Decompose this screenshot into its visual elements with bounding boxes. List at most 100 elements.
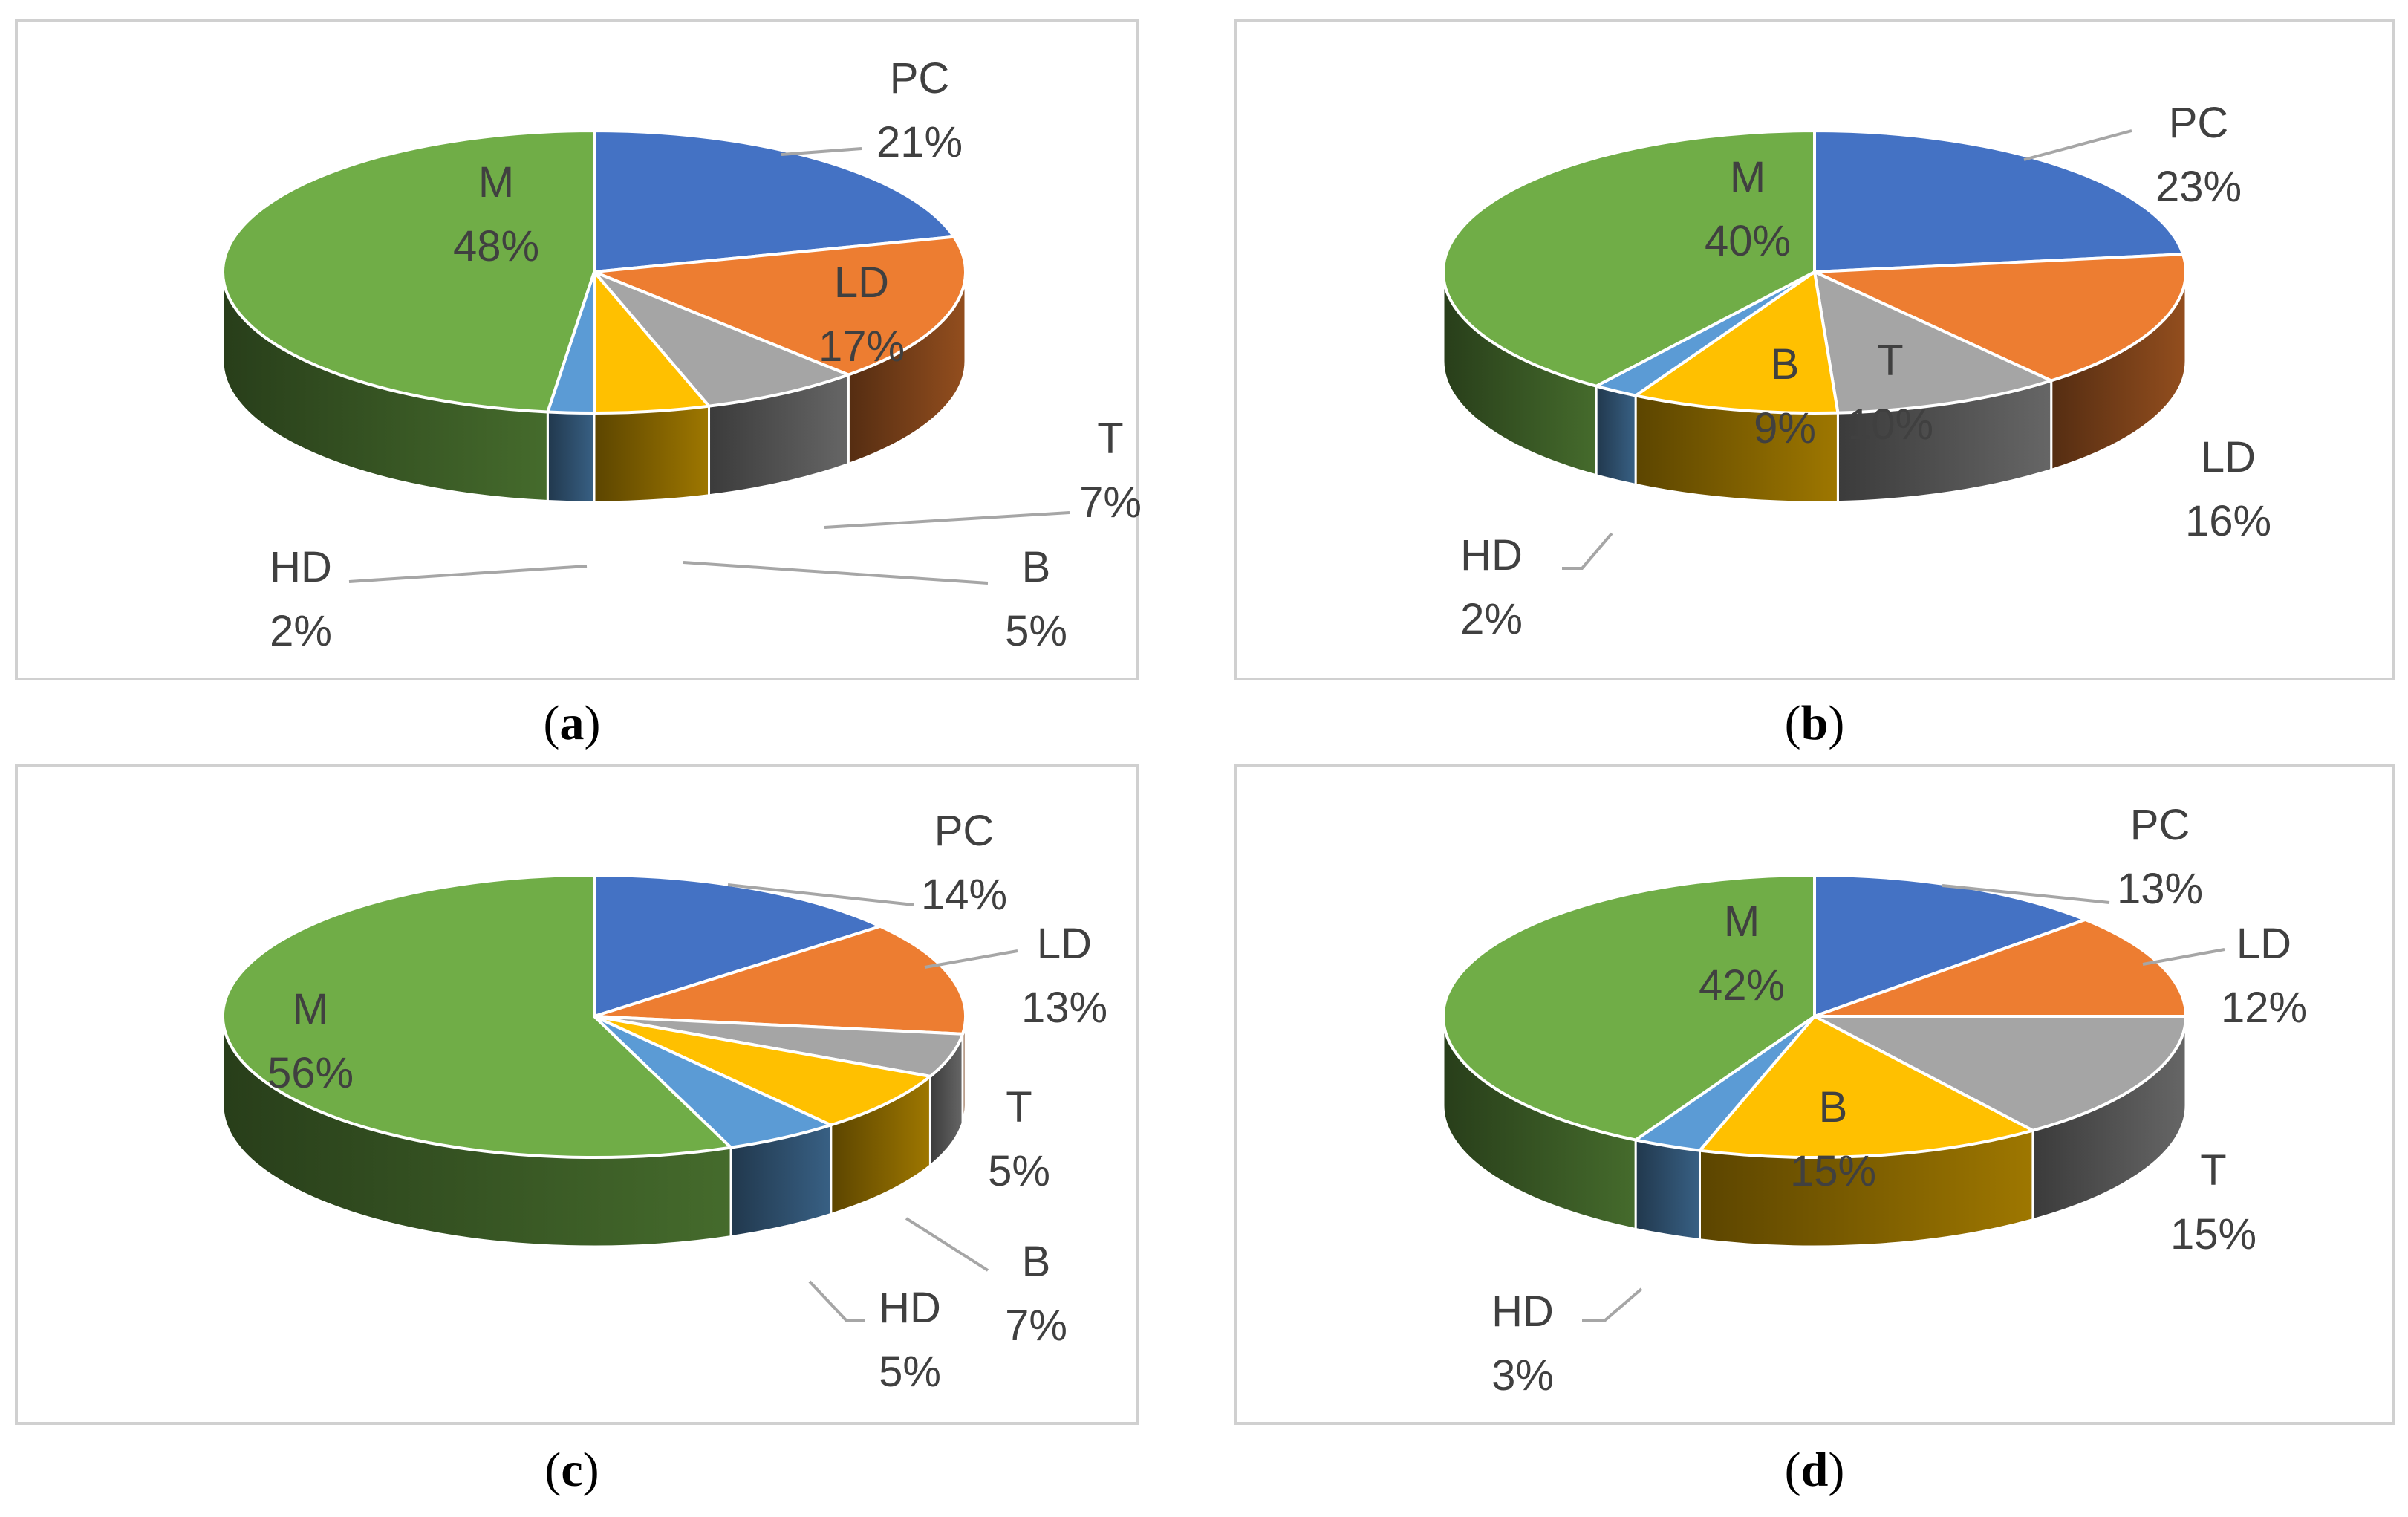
panel-caption: (b) [1785,696,1845,750]
slice-label-category: PC [2169,99,2229,147]
slice-ld [593,235,967,377]
slice-b [593,1015,932,1127]
slice-label-category: M [293,985,328,1033]
slice-label-category: LD [2236,920,2291,968]
slice-hd [593,1015,833,1149]
slice-label-percent: 9% [1754,404,1816,452]
slice-label-category: LD [834,259,889,307]
pie-chart-c: PC 14% LD 13% T 5% B 7% HD 5% M 56% (c) [15,764,1139,1497]
slice-m [221,129,596,414]
leader-line [1562,532,1613,570]
slice-label-percent: 17% [819,322,905,371]
slice-label-category: LD [1037,920,1092,968]
slice-label-category: HD [1491,1287,1554,1336]
panel-caption: (a) [544,696,601,750]
slice-label-category: B [1022,543,1051,591]
slice-b [1634,270,1840,415]
panel-caption: (c) [544,1443,599,1497]
slice-label-percent: 15% [1790,1147,1876,1195]
slice-ld [1813,253,2187,383]
slice-label-category: M [478,158,514,207]
slice-label-percent: 42% [1699,961,1785,1010]
slice-label-percent: 2% [1460,595,1523,643]
pie-chart-b: PC 23% LD 16% T 10% B 9% HD 2% M 40% (b) [1234,19,2395,750]
slice-label-category: PC [934,807,995,855]
leader-line [808,1280,865,1322]
slice-label-percent: 2% [270,607,332,655]
slice-b [1698,1015,2034,1159]
pie-top-faces [1442,874,2187,1159]
slice-labels: PC 14% LD 13% T 5% B 7% HD 5% M 56% [267,807,1107,1396]
panel-letter: a [560,696,585,750]
slice-t [1813,270,2053,415]
slice-label-percent: 14% [921,871,1007,919]
slice-m [1442,129,1816,388]
slice-label-percent: 5% [1005,607,1067,655]
slice-label-percent: 23% [2155,163,2242,211]
slice-label-percent: 15% [2170,1210,2256,1258]
leader-line [781,147,862,156]
panel-letter: b [1801,696,1829,750]
slice-label-percent: 3% [1491,1351,1554,1400]
leader-line [2142,948,2225,966]
slice-label-percent: 5% [988,1147,1050,1195]
leader-line [727,883,914,906]
pie-side-walls [1442,1015,2187,1248]
slice-label-percent: 48% [453,222,539,270]
side-hd [1595,385,1637,486]
slice-label-category: LD [2201,433,2256,481]
slice-label-percent: 7% [1079,478,1142,527]
slice-pc [1813,129,2185,273]
panel-caption: (d) [1785,1443,1845,1497]
slice-label-category: M [1724,897,1760,946]
leader-line [1582,1287,1643,1322]
slice-label-category: B [1771,340,1800,389]
slice-m [1442,874,1816,1142]
slice-b [593,270,711,415]
slice-ld [593,924,967,1036]
side-hd [1634,1139,1701,1241]
slice-label-category: B [1819,1083,1848,1131]
slice-label-category: HD [270,543,332,591]
slice-label-category: T [2200,1146,2226,1195]
slice-label-percent: 16% [2185,497,2271,545]
slice-label-percent: 21% [876,118,963,166]
slice-label-category: T [1006,1083,1032,1131]
slice-label-category: B [1022,1238,1051,1286]
slice-ld [1813,917,2187,1018]
slice-label-percent: 10% [1847,400,1933,449]
side-hd [546,411,596,504]
slice-label-percent: 40% [1705,217,1791,265]
slice-label-category: M [1730,153,1766,201]
panel-letter: c [561,1443,582,1497]
pie-top-faces [221,129,967,415]
slice-label-percent: 56% [267,1049,354,1097]
slice-m [221,874,733,1159]
slice-label-percent: 12% [2221,984,2307,1032]
leader-line [905,1217,989,1272]
slice-label-percent: 7% [1005,1302,1067,1350]
pie-chart-a: PC 21% LD 17% T 7% B 5% HD 2% M 48% (a) [15,19,1142,750]
slice-labels: PC 21% LD 17% T 7% B 5% HD 2% M 48% [270,54,1142,655]
pie-top-faces [1442,129,2187,415]
slice-t [1813,1015,2187,1132]
pie-top-faces [221,874,967,1159]
slice-label-category: T [1877,337,1903,385]
slice-t [593,270,850,408]
panel-letter: d [1801,1443,1829,1497]
slice-label-percent: 5% [879,1348,941,1396]
pie-chart-d: PC 13% LD 12% T 15% B 15% HD 3% M 42% (d) [1234,764,2395,1497]
leader-line [348,565,588,583]
slice-labels: PC 13% LD 12% T 15% B 15% HD 3% M 42% [1491,801,2307,1400]
leader-line [2023,129,2132,161]
slice-label-category: PC [890,54,950,103]
leader-line [924,949,1018,969]
slice-label-category: PC [2130,801,2190,849]
leader-line [683,561,989,585]
leader-line [824,511,1070,529]
slice-label-percent: 13% [2117,865,2203,913]
leader-line [1942,884,2110,904]
slice-label-percent: 13% [1021,984,1107,1032]
